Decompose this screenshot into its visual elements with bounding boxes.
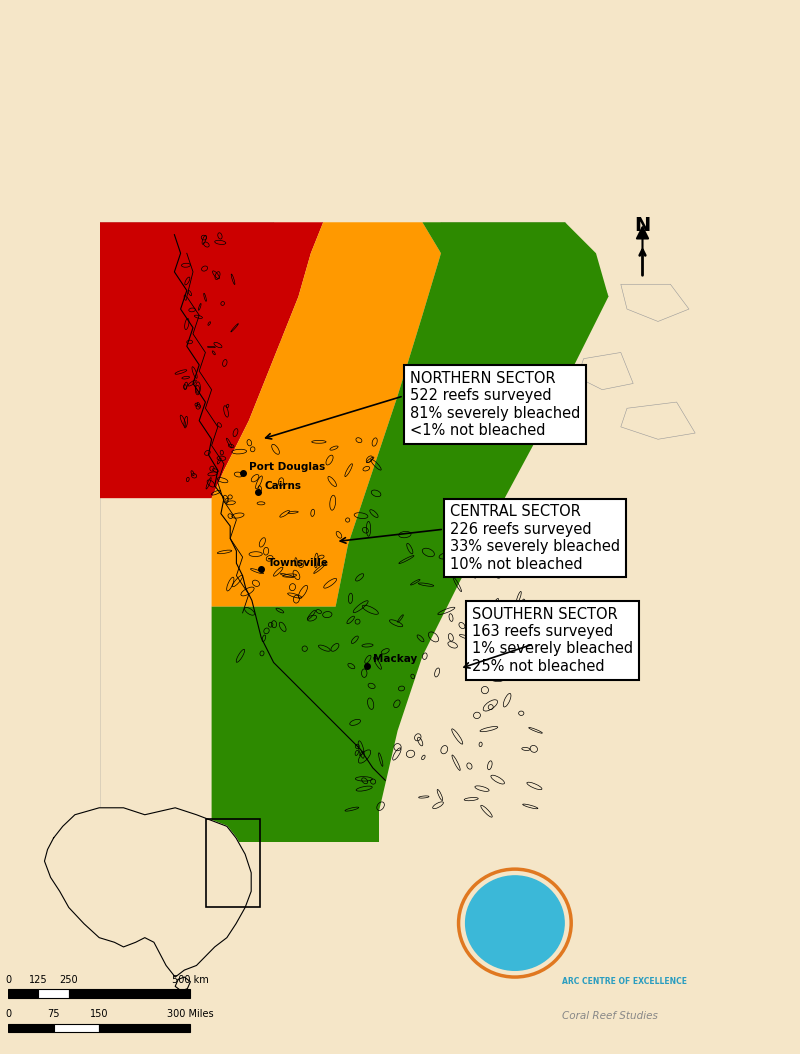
Bar (206, 819, 260, 907)
Polygon shape (534, 402, 578, 433)
Polygon shape (100, 222, 720, 842)
Bar (69, 990, 190, 997)
Polygon shape (45, 807, 251, 977)
Text: Cairns: Cairns (264, 481, 302, 491)
Text: 500 km: 500 km (172, 975, 209, 985)
Polygon shape (100, 222, 323, 499)
Polygon shape (621, 402, 695, 440)
Polygon shape (515, 334, 571, 365)
Text: CENTRAL SECTOR
226 reefs surveyed
33% severely bleached
10% not bleached: CENTRAL SECTOR 226 reefs surveyed 33% se… (450, 505, 621, 571)
Text: 150: 150 (90, 1010, 109, 1019)
Polygon shape (441, 222, 584, 315)
Polygon shape (546, 266, 608, 302)
Bar (8, 1023, 54, 1032)
Polygon shape (211, 222, 608, 842)
Text: Townsville: Townsville (267, 559, 328, 568)
Text: N: N (634, 216, 650, 235)
Text: Coral Reef Studies: Coral Reef Studies (562, 1011, 658, 1020)
Text: 0: 0 (5, 1010, 11, 1019)
Text: ARC CENTRE OF EXCELLENCE: ARC CENTRE OF EXCELLENCE (562, 977, 687, 987)
Text: 250: 250 (59, 975, 78, 985)
Text: Port Douglas: Port Douglas (249, 463, 325, 472)
Text: 300 Miles: 300 Miles (167, 1010, 214, 1019)
Text: 125: 125 (29, 975, 48, 985)
Bar (99, 1023, 190, 1032)
Text: SOUTHERN SECTOR
163 reefs surveyed
1% severely bleached
25% not bleached: SOUTHERN SECTOR 163 reefs surveyed 1% se… (472, 607, 633, 674)
Bar (54, 1023, 99, 1032)
Text: 0: 0 (5, 975, 11, 985)
Bar (38, 990, 69, 997)
Circle shape (466, 876, 564, 971)
Text: Mackay: Mackay (373, 655, 417, 664)
Polygon shape (621, 285, 689, 321)
Polygon shape (578, 352, 634, 390)
Polygon shape (211, 222, 441, 607)
Text: NORTHERN SECTOR
522 reefs surveyed
81% severely bleached
<1% not bleached: NORTHERN SECTOR 522 reefs surveyed 81% s… (410, 371, 580, 438)
Text: 75: 75 (47, 1010, 60, 1019)
Bar (8, 990, 38, 997)
Polygon shape (100, 222, 360, 842)
